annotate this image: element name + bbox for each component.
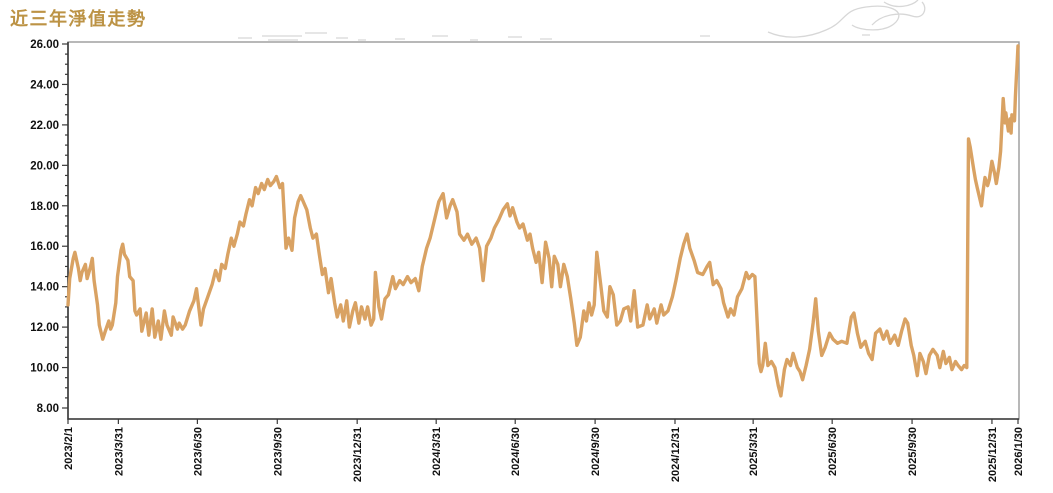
svg-text:10.00: 10.00 [30,363,59,375]
svg-text:2025/6/30: 2025/6/30 [827,427,839,476]
svg-text:14.00: 14.00 [30,282,59,294]
svg-text:2024/6/30: 2024/6/30 [510,427,522,476]
svg-text:2023/9/30: 2023/9/30 [272,427,284,476]
plot-frame [67,41,1020,420]
svg-text:2025/9/30: 2025/9/30 [907,427,919,476]
x-axis: 2023/2/1 2023/3/31 2023/6/30 2023/9/30 2023/… [63,419,1025,482]
svg-text:2024/12/31: 2024/12/31 [670,427,682,482]
svg-text:12.00: 12.00 [30,322,59,334]
watermark-artifacts [238,0,926,41]
svg-text:2023/12/31: 2023/12/31 [352,427,364,482]
y-axis: 8.00 10.00 12.00 14.00 16.00 18.00 20.00 22.00 2… [30,39,68,415]
svg-text:2025/12/31: 2025/12/31 [987,427,999,482]
svg-text:22.00: 22.00 [30,120,59,132]
series-line [66,44,1020,398]
svg-text:2023/2/1: 2023/2/1 [63,427,75,470]
svg-text:26.00: 26.00 [30,39,59,51]
svg-text:2026/1/30: 2026/1/30 [1013,427,1025,476]
page-title: 近三年淨值走勢 [10,9,147,29]
svg-text:2023/6/30: 2023/6/30 [192,427,204,476]
svg-text:20.00: 20.00 [30,160,59,172]
svg-text:24.00: 24.00 [30,79,59,91]
svg-text:2024/9/30: 2024/9/30 [590,427,602,476]
svg-text:8.00: 8.00 [37,403,59,415]
svg-text:2024/3/31: 2024/3/31 [431,427,443,476]
svg-text:18.00: 18.00 [30,201,59,213]
svg-text:2025/3/31: 2025/3/31 [748,427,760,476]
svg-text:16.00: 16.00 [30,241,59,253]
svg-text:2023/3/31: 2023/3/31 [113,427,125,476]
